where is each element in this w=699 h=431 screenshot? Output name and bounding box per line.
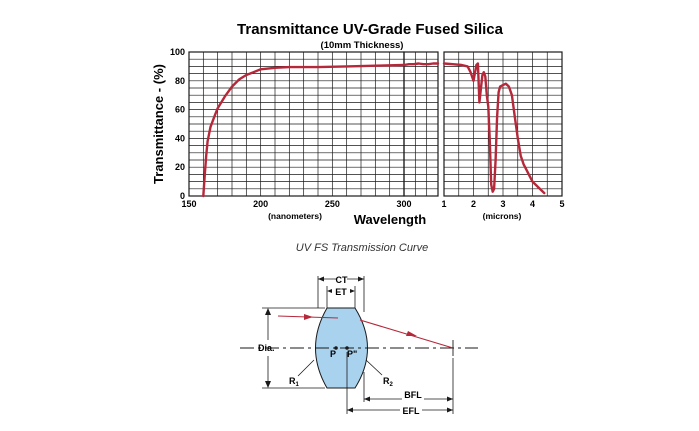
figure-caption: UV FS Transmission Curve <box>296 242 428 254</box>
efl-arrow-right <box>447 407 453 413</box>
label-ct: CT <box>336 275 348 285</box>
x-axis-label: Wavelength <box>354 212 427 227</box>
dia-arrow-down <box>265 381 271 388</box>
label-r2: R2 <box>383 376 394 388</box>
r2-leader <box>365 359 383 376</box>
y-tick-label: 100 <box>170 47 185 57</box>
ct-arrow-right <box>358 276 364 282</box>
lens-diagram: P P" Dia. CT ET R1 R2 B <box>240 275 478 416</box>
x-tick-label: 150 <box>181 199 196 209</box>
grid <box>188 51 563 197</box>
ct-arrow-left <box>318 276 324 282</box>
transmittance-line-panel-2 <box>402 62 440 67</box>
panel3-unit-label: (microns) <box>483 211 522 221</box>
x-tick-label: 5 <box>559 199 564 209</box>
ray-arrow-1 <box>304 314 313 320</box>
refracted-ray <box>359 319 454 349</box>
dia-arrow-up <box>265 308 271 315</box>
chart-title: Transmittance UV-Grade Fused Silica <box>237 21 504 38</box>
et-arrow-right <box>350 289 355 293</box>
label-et: ET <box>335 287 347 297</box>
label-dia: Dia. <box>258 343 275 353</box>
y-tick-label: 80 <box>175 76 185 86</box>
y-tick-label: 60 <box>175 105 185 115</box>
efl-arrow-left <box>347 407 353 413</box>
panel1-unit-label: (nanometers) <box>268 211 322 221</box>
y-tick-label: 0 <box>180 191 185 201</box>
principal-point-p-prime <box>345 346 349 350</box>
ray-arrow-2 <box>406 331 417 336</box>
label-r1: R1 <box>289 376 300 388</box>
bfl-arrow-left <box>364 396 370 402</box>
x-tick-label: 250 <box>325 199 340 209</box>
x-tick-label: 4 <box>530 199 535 209</box>
principal-point-p <box>334 346 338 350</box>
y-tick-label: 20 <box>175 162 185 172</box>
tick-labels: 0 20 40 60 80 100 150 200 250 300 1 2 3 4 5 <box>170 47 565 209</box>
label-bfl: BFL <box>404 390 422 400</box>
r1-leader <box>297 359 315 377</box>
et-arrow-left <box>327 289 332 293</box>
label-p: P <box>330 349 336 359</box>
y-tick-label: 40 <box>175 133 185 143</box>
chart-subtitle: (10mm Thickness) <box>321 40 404 51</box>
label-efl: EFL <box>403 406 421 416</box>
y-axis-label: Transmittance - (%) <box>151 64 166 184</box>
label-p-prime: P" <box>347 349 357 359</box>
transmittance-line-panel-3 <box>442 62 546 195</box>
x-tick-label: 3 <box>500 199 505 209</box>
bfl-arrow-right <box>447 396 453 402</box>
x-tick-label: 300 <box>396 199 411 209</box>
x-tick-label: 2 <box>471 199 476 209</box>
series-lines <box>202 62 546 198</box>
transmittance-line-panel-1 <box>202 63 406 198</box>
x-tick-label: 1 <box>441 199 446 209</box>
x-tick-label: 200 <box>253 199 268 209</box>
